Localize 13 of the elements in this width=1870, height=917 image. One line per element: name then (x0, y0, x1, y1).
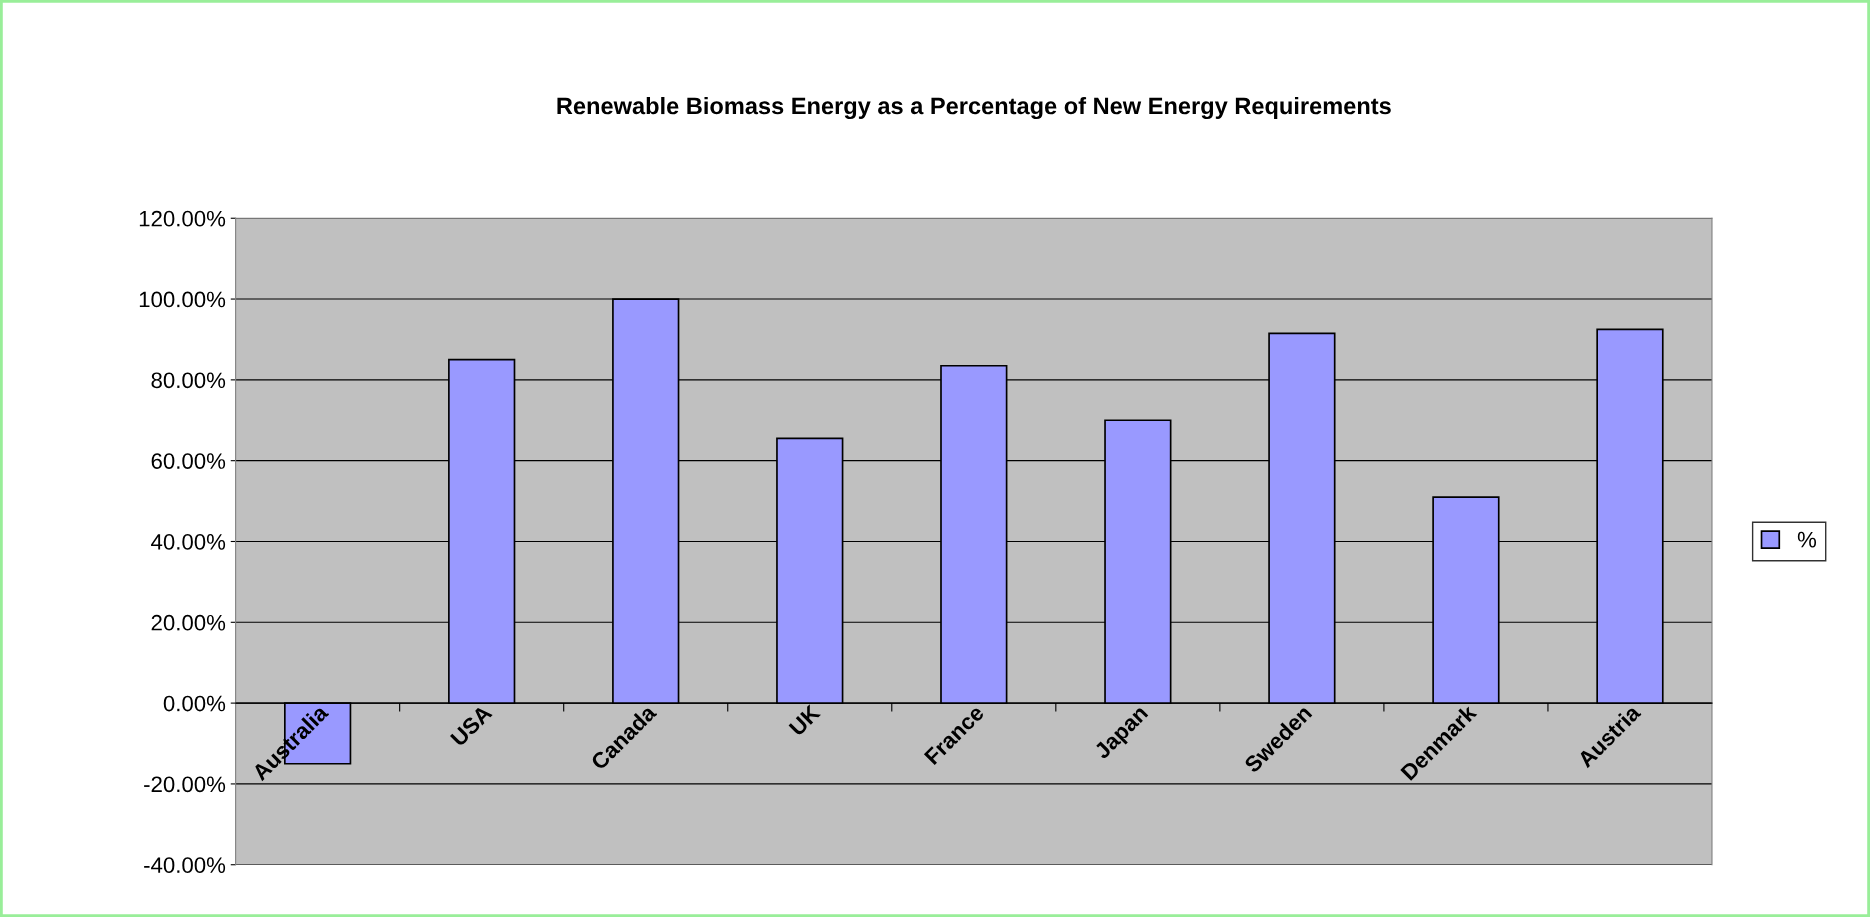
y-tick-label: 60.00% (151, 453, 226, 469)
y-tick-label: 0.00% (163, 695, 226, 712)
y-tick-label: 120.00% (139, 210, 226, 227)
y-tick-label: -20.00% (144, 776, 226, 793)
x-tick-label: UK (788, 703, 822, 737)
chart-title: Renewable Biomass Energy as a Percentage of New Energy Requirements (557, 96, 1391, 120)
y-tick-label: 20.00% (151, 614, 226, 631)
x-tick-label: USA (449, 703, 493, 747)
y-tick-label: -40.00% (144, 857, 226, 873)
y-tick-label: 40.00% (151, 534, 226, 550)
legend-label: % (1797, 531, 1817, 548)
y-tick-label: 100.00% (139, 291, 226, 308)
y-tick-label: 80.00% (151, 372, 226, 389)
